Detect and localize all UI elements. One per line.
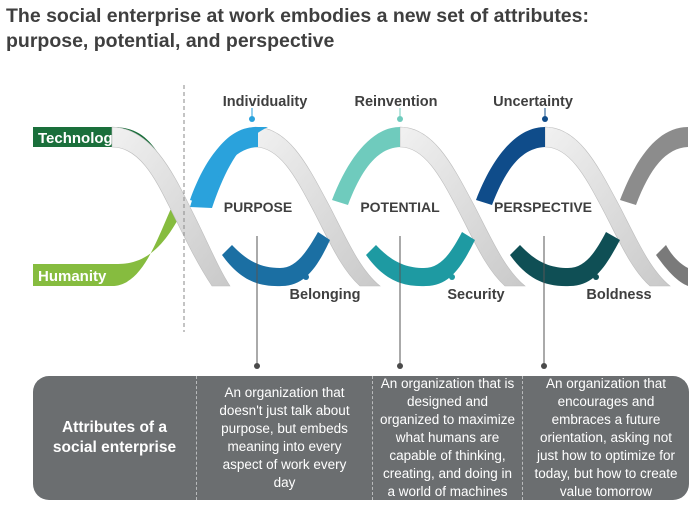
ribbon-segment	[544, 126, 671, 287]
reinvention-dot	[397, 116, 403, 122]
potential-connector-dot	[397, 363, 403, 369]
connectors	[256, 236, 545, 366]
page-title: The social enterprise at work embodies a…	[6, 4, 686, 54]
purpose-bottom-band	[222, 232, 330, 287]
perspective-top-band	[476, 127, 545, 205]
end-gray-top-band	[620, 127, 688, 205]
purpose-label: PURPOSE	[224, 199, 292, 215]
attributes-header-text: Attributes of a social enterprise	[52, 419, 177, 456]
individuality-label: Individuality	[223, 94, 308, 110]
attributes-table: Attributes of a social enterprise An org…	[33, 376, 689, 500]
reinvention-label: Reinvention	[355, 94, 438, 110]
uncertainty-label: Uncertainty	[493, 94, 573, 110]
boldness-dot	[593, 274, 599, 280]
perspective-bottom-band	[510, 232, 620, 287]
individuality-dot	[249, 116, 255, 122]
ribbon-segment	[399, 126, 526, 287]
attributes-header: Attributes of a social enterprise	[33, 376, 196, 500]
loop-halves	[190, 127, 688, 287]
top-pointers	[249, 108, 548, 122]
security-dot	[449, 274, 455, 280]
end-gray-bottom-band	[656, 245, 688, 286]
potential-top-band	[332, 127, 400, 205]
potential-description: An organization that is designed and org…	[372, 376, 522, 500]
belonging-dot	[303, 274, 309, 280]
technology-label: Technology	[38, 130, 122, 147]
humanity-band	[33, 194, 184, 286]
security-label: Security	[447, 287, 504, 303]
connector-dots	[254, 363, 547, 369]
potential-description-text: An organization that is designed and org…	[379, 376, 516, 499]
perspective-label: PERSPECTIVE	[494, 199, 592, 215]
potential-label: POTENTIAL	[360, 199, 440, 215]
purpose-connector-dot	[254, 363, 260, 369]
perspective-connector-dot	[541, 363, 547, 369]
bottom-pointers	[303, 274, 599, 280]
potential-bottom-band	[366, 232, 475, 287]
ribbon-segment	[254, 126, 381, 287]
humanity-label: Humanity	[38, 268, 107, 285]
boldness-label: Boldness	[586, 287, 651, 303]
helix-diagram: Technology Humanity	[33, 85, 688, 369]
title-line-1: The social enterprise at work embodies a…	[6, 5, 589, 27]
ribbon-crossings	[111, 126, 671, 287]
ribbon-segment	[111, 126, 231, 287]
purpose-top-band	[190, 127, 258, 205]
perspective-description: An organization that encourages and embr…	[522, 376, 689, 500]
uncertainty-dot	[542, 116, 548, 122]
purpose-description-text: An organization that doesn't just talk a…	[219, 385, 350, 490]
humanity-strand: Humanity	[33, 194, 184, 286]
title-line-2: purpose, potential, and perspective	[6, 30, 335, 52]
perspective-description-text: An organization that encourages and embr…	[534, 376, 678, 499]
belonging-label: Belonging	[290, 287, 361, 303]
purpose-description: An organization that doesn't just talk a…	[196, 376, 372, 500]
